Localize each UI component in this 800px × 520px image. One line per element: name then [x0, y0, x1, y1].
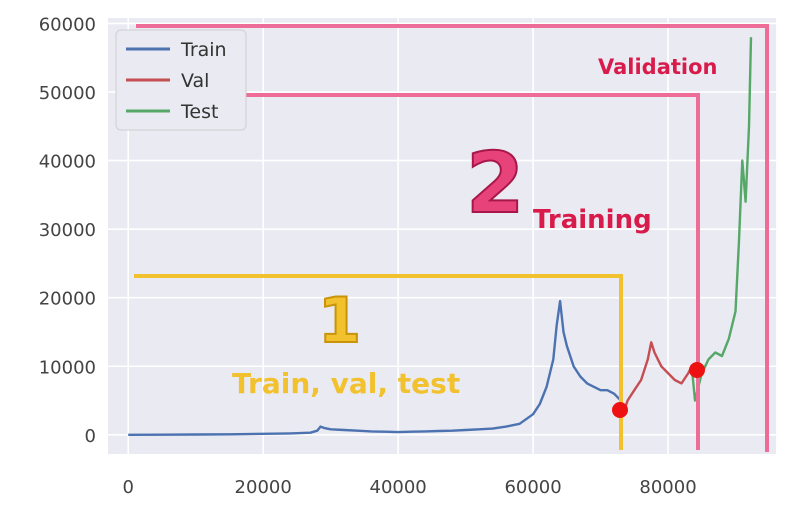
legend: Train Val Test [115, 29, 247, 131]
y-tick-label: 20000 [39, 289, 96, 310]
split-point-1 [612, 402, 628, 418]
x-tick-label: 80000 [639, 477, 696, 498]
annotation-overlay: Validation Training 2 1 Train, val, test [134, 24, 769, 452]
x-tick-label: 0 [123, 477, 134, 498]
y-tick-labels: 0 10000 20000 30000 40000 50000 60000 [39, 14, 96, 446]
y-tick-label: 50000 [39, 83, 96, 104]
legend-box [115, 29, 247, 131]
y-tick-label: 30000 [39, 220, 96, 241]
annotation-number-2: 2 [466, 134, 524, 232]
training-bracket [134, 93, 700, 450]
split-point-2 [689, 362, 705, 378]
annotation-train-val-test: Train, val, test [232, 367, 460, 400]
x-tick-labels: 0 20000 40000 60000 80000 [123, 477, 697, 498]
train-val-test-bracket [134, 274, 623, 450]
y-tick-label: 40000 [39, 152, 96, 173]
x-tick-label: 40000 [370, 477, 427, 498]
x-tick-label: 60000 [504, 477, 561, 498]
annotation-number-1: 1 [318, 284, 361, 357]
legend-label-train: Train [180, 39, 227, 61]
series-line-val [623, 341, 693, 412]
y-tick-label: 0 [85, 426, 96, 447]
x-tick-label: 20000 [235, 477, 292, 498]
annotation-validation: Validation [598, 55, 718, 79]
legend-label-test: Test [180, 101, 218, 123]
series-line-train [128, 299, 626, 436]
validation-bracket [136, 24, 769, 452]
legend-label-val: Val [181, 70, 209, 92]
annotation-training: Training [533, 205, 652, 235]
y-tick-label: 60000 [39, 14, 96, 35]
y-tick-label: 10000 [39, 357, 96, 378]
